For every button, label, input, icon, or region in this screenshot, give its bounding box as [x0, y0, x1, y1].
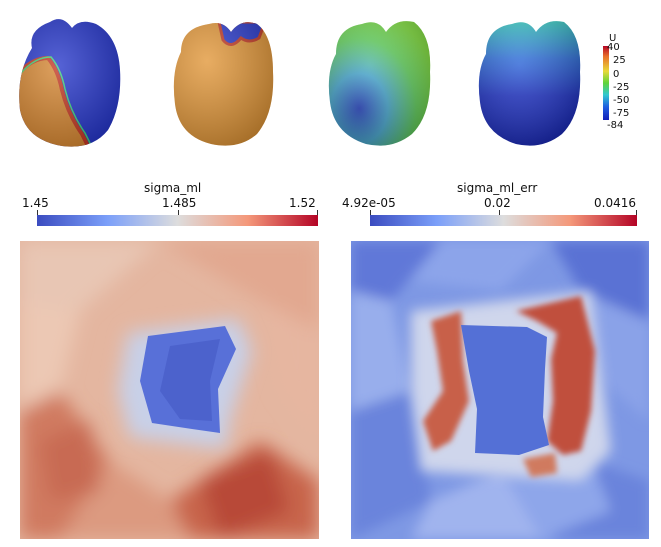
colorbar-right-max: 0.0416	[594, 196, 636, 210]
colorbar-left-mid: 1.485	[162, 196, 197, 210]
colorbar-left-tick-max	[317, 210, 318, 215]
u-tick-minus25: -25	[613, 82, 630, 93]
colorbar-right-tick-min	[370, 210, 371, 215]
colorbar-right-min: 4.92e-05	[342, 196, 396, 210]
colorbar-left-bar	[37, 215, 318, 226]
heart-render-4	[478, 21, 581, 146]
u-legend-title: U	[609, 33, 617, 44]
low-error-core	[461, 325, 549, 455]
heart-render-1	[19, 19, 121, 147]
colorbar-right-bar	[370, 215, 637, 226]
u-tick-25: 25	[613, 55, 626, 66]
colorbar-right-tick-mid	[499, 210, 500, 215]
colorbar-right-tick-max	[636, 210, 637, 215]
u-tick-minus75: -75	[613, 108, 630, 119]
field-plot-sigma-ml	[20, 241, 319, 539]
u-tick-0: 0	[613, 69, 620, 80]
colorbar-right-mid: 0.02	[484, 196, 511, 210]
error-band-left	[423, 311, 469, 451]
colorbar-left-tick-min	[37, 210, 38, 215]
heart-render-3	[328, 21, 431, 146]
error-band-bottom	[523, 453, 557, 477]
u-tick-40: 40	[607, 42, 620, 53]
u-tick-minus50: -50	[613, 95, 630, 106]
u-tick-minus84: -84	[607, 120, 624, 131]
field-plot-sigma-ml-err	[351, 241, 649, 539]
u-legend-colorbar	[603, 46, 609, 120]
colorbar-left-max: 1.52	[289, 196, 316, 210]
colorbar-left-min: 1.45	[22, 196, 49, 210]
colorbar-left-title: sigma_ml	[144, 181, 202, 195]
error-band-right	[516, 296, 595, 455]
colorbar-left-tick-mid	[178, 210, 179, 215]
colorbar-right-title: sigma_ml_err	[457, 181, 538, 195]
heart-render-2	[173, 22, 274, 146]
